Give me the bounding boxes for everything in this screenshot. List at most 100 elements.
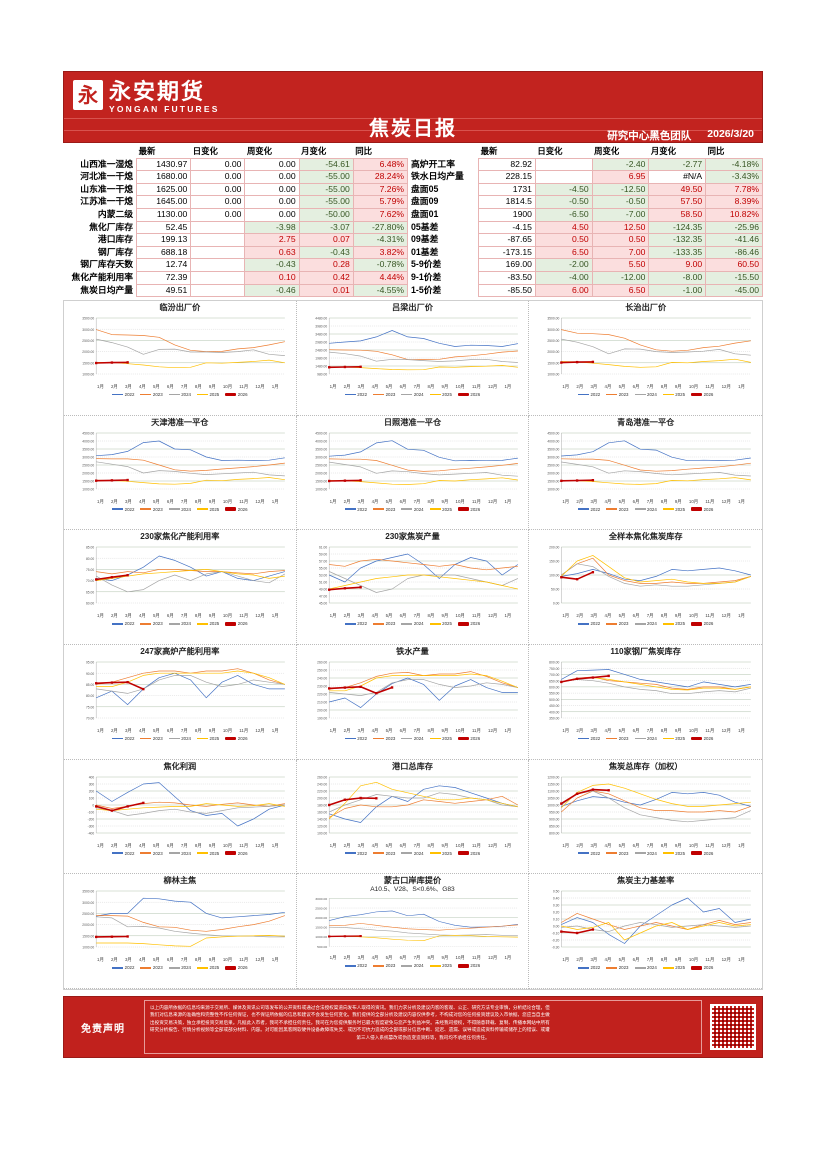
legend-item-2023[interactable]: 2023 [373,963,395,968]
legend-item-2023[interactable]: 2023 [140,965,163,970]
legend-item-2023[interactable]: 2023 [606,736,629,741]
legend-item-2023[interactable]: 2023 [373,851,395,856]
legend-item-2022[interactable]: 2022 [112,965,134,970]
legend-item-2026[interactable]: 2026 [691,965,713,970]
col-latest: 最新 [136,146,191,159]
legend-item-2025[interactable]: 2025 [662,965,685,970]
legend-item-2024[interactable]: 2024 [634,965,657,970]
legend-item-2025[interactable]: 2025 [429,963,452,969]
legend-item-2026[interactable]: 2026 [691,621,713,626]
legend-item-2025[interactable]: 2025 [662,507,685,512]
legend-item-2026[interactable]: 2026 [225,965,248,970]
legend-item-2025[interactable]: 2025 [196,736,219,741]
legend-item-2024[interactable]: 2024 [401,621,424,626]
svg-text:2500.00: 2500.00 [315,907,327,911]
legend-item-2026[interactable]: 2026 [225,621,248,626]
legend-item-2024[interactable]: 2024 [634,621,657,626]
legend-item-2023[interactable]: 2023 [606,507,629,512]
legend-item-2025[interactable]: 2025 [196,507,219,512]
legend-item-2023[interactable]: 2023 [140,507,163,512]
x-tick: 11月 [239,957,249,963]
legend-item-2026[interactable]: 2026 [225,736,248,741]
legend-label: 2025 [442,963,452,969]
legend-item-2024[interactable]: 2024 [401,736,424,741]
legend-item-2022[interactable]: 2022 [344,851,367,856]
legend-item-2025[interactable]: 2025 [429,392,452,397]
legend-item-2026[interactable]: 2026 [457,963,480,968]
legend-item-2022[interactable]: 2022 [577,851,600,856]
legend-item-2023[interactable]: 2023 [606,965,629,970]
legend-item-2025[interactable]: 2025 [196,965,219,970]
legend-item-2024[interactable]: 2024 [401,963,424,968]
legend-item-2024[interactable]: 2024 [634,736,657,741]
table-row: 铁水日均产量 228.15 6.95 #N/A -3.43% [408,170,763,184]
legend-swatch-icon [457,964,469,968]
legend-item-2022[interactable]: 2022 [577,621,600,626]
legend-item-2025[interactable]: 2025 [662,851,685,856]
legend-item-2026[interactable]: 2026 [691,851,713,856]
legend-item-2024[interactable]: 2024 [401,851,424,856]
legend-item-2026[interactable]: 2026 [691,507,713,512]
legend-item-2024[interactable]: 2024 [168,965,191,970]
chart-xaxis: 1月 2月 3月 4月 5月 6月 7月 8月 9月 10月 11月 12月 1月 [300,728,526,734]
legend-item-2023[interactable]: 2023 [606,851,629,856]
legend-label: 2024 [647,506,657,512]
legend-item-2023[interactable]: 2023 [140,392,163,397]
legend-item-2022[interactable]: 2022 [112,621,134,626]
legend-item-2022[interactable]: 2022 [577,965,600,970]
legend-item-2023[interactable]: 2023 [140,736,163,741]
legend-item-2024[interactable]: 2024 [401,507,424,512]
legend-item-2024[interactable]: 2024 [168,851,191,856]
legend-item-2023[interactable]: 2023 [373,507,395,512]
legend-item-2022[interactable]: 2022 [577,392,600,397]
legend-item-2024[interactable]: 2024 [168,392,191,397]
legend-item-2022[interactable]: 2022 [344,621,367,626]
legend-item-2022[interactable]: 2022 [112,392,134,397]
legend-item-2026[interactable]: 2026 [691,392,713,397]
legend-item-2025[interactable]: 2025 [429,621,452,626]
legend-item-2022[interactable]: 2022 [344,736,367,741]
legend-item-2026[interactable]: 2026 [457,392,480,397]
legend-item-2023[interactable]: 2023 [606,392,629,397]
legend-item-2024[interactable]: 2024 [401,392,424,397]
legend-item-2022[interactable]: 2022 [344,392,367,397]
legend-item-2022[interactable]: 2022 [577,736,600,741]
legend-item-2023[interactable]: 2023 [606,621,629,626]
legend-item-2024[interactable]: 2024 [168,736,191,741]
legend-item-2023[interactable]: 2023 [140,851,163,856]
legend-item-2022[interactable]: 2022 [112,507,134,512]
legend-item-2026[interactable]: 2026 [225,851,248,856]
legend-item-2025[interactable]: 2025 [196,851,219,856]
legend-item-2025[interactable]: 2025 [196,392,219,397]
legend-item-2023[interactable]: 2023 [373,736,395,741]
legend-item-2022[interactable]: 2022 [577,507,600,512]
legend-item-2026[interactable]: 2026 [457,736,480,741]
legend-item-2022[interactable]: 2022 [344,963,367,968]
legend-item-2023[interactable]: 2023 [373,621,395,626]
qr-code-wrap [704,997,762,1057]
legend-item-2026[interactable]: 2026 [457,621,480,626]
legend-item-2023[interactable]: 2023 [140,621,163,626]
legend-item-2025[interactable]: 2025 [429,507,452,512]
legend-item-2025[interactable]: 2025 [429,736,452,741]
legend-item-2025[interactable]: 2025 [662,392,685,397]
legend-item-2024[interactable]: 2024 [168,621,191,626]
legend-item-2026[interactable]: 2026 [457,851,480,856]
legend-item-2025[interactable]: 2025 [662,621,685,626]
legend-item-2022[interactable]: 2022 [344,507,367,512]
legend-item-2025[interactable]: 2025 [429,851,452,856]
legend-item-2026[interactable]: 2026 [691,736,713,741]
legend-item-2026[interactable]: 2026 [225,507,248,512]
legend-item-2024[interactable]: 2024 [168,507,191,512]
legend-item-2024[interactable]: 2024 [634,392,657,397]
legend-item-2023[interactable]: 2023 [373,392,395,397]
legend-item-2026[interactable]: 2026 [457,507,480,512]
x-tick: 5月 [152,498,160,504]
legend-item-2026[interactable]: 2026 [225,392,248,397]
legend-item-2024[interactable]: 2024 [634,851,657,856]
legend-item-2022[interactable]: 2022 [112,851,134,856]
legend-item-2022[interactable]: 2022 [112,736,134,741]
legend-item-2025[interactable]: 2025 [196,621,219,626]
legend-item-2024[interactable]: 2024 [634,506,657,512]
legend-item-2025[interactable]: 2025 [662,736,685,741]
